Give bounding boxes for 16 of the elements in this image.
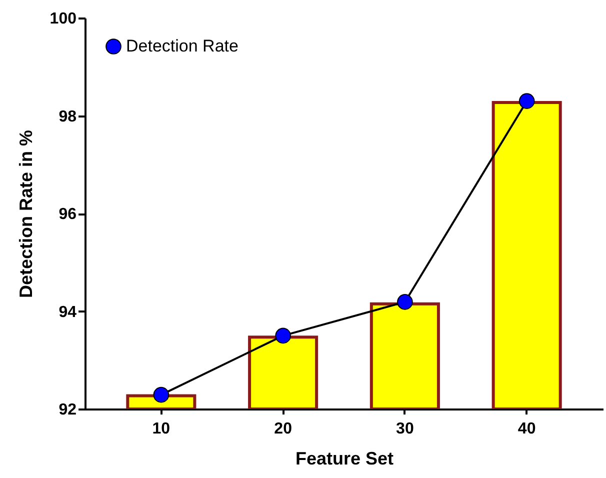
y-tick-label: 100 <box>50 10 77 28</box>
x-tick-label: 40 <box>518 420 536 438</box>
point <box>153 386 170 403</box>
y-tick-label: 92 <box>58 402 77 418</box>
x-tick-label: 30 <box>396 420 414 438</box>
y-axis-title: Detection Rate in % <box>16 130 36 298</box>
x-tick-label: 10 <box>152 420 170 438</box>
x-tick-label: 20 <box>274 420 292 438</box>
y-tick-label: 98 <box>58 108 77 126</box>
point <box>275 328 291 344</box>
y-tick-label: 96 <box>58 206 77 223</box>
y-tick-label: 94 <box>58 304 77 321</box>
legend-label: Detection Rate <box>126 36 238 56</box>
point <box>518 93 535 109</box>
x-axis-title: Feature Set <box>295 448 394 468</box>
point <box>397 294 413 310</box>
